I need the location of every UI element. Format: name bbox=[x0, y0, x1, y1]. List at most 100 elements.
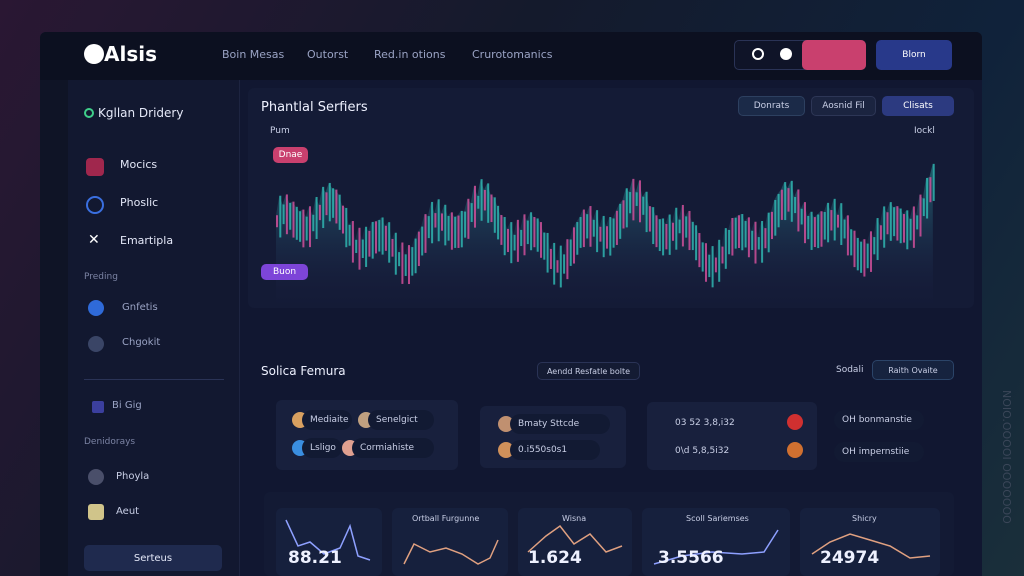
decorative-candle bbox=[398, 252, 401, 267]
decorative-candle bbox=[840, 203, 843, 245]
avatar bbox=[88, 504, 104, 520]
decorative-candle bbox=[447, 216, 450, 241]
decorative-candle bbox=[625, 188, 628, 228]
filter-button[interactable]: Clisats bbox=[882, 96, 954, 116]
nav-icon bbox=[88, 300, 104, 316]
decorative-candle bbox=[777, 193, 780, 228]
metric-card: Wisna 1.624 bbox=[518, 508, 632, 576]
decorative-candle bbox=[467, 198, 470, 239]
select[interactable]: Raith Ovaite bbox=[872, 360, 954, 380]
decorative-candle bbox=[411, 247, 414, 276]
decorative-candle bbox=[361, 239, 364, 258]
avatar bbox=[88, 469, 104, 485]
decorative-candle bbox=[526, 220, 529, 245]
decorative-candle bbox=[335, 189, 338, 224]
decorative-candle bbox=[747, 217, 750, 258]
settings-icon[interactable] bbox=[780, 48, 792, 60]
axis-label: Iockl bbox=[914, 126, 935, 136]
app-window: Alsis Boin Mesas Outorst Red.in otions C… bbox=[40, 32, 982, 576]
decorative-candle bbox=[342, 205, 344, 234]
decorative-candle bbox=[929, 177, 932, 203]
decorative-candle bbox=[322, 186, 325, 229]
decorative-candle bbox=[721, 246, 724, 264]
decorative-candle bbox=[916, 215, 919, 230]
decorative-candle bbox=[516, 219, 519, 262]
nav-item[interactable]: Chgokit bbox=[122, 337, 161, 348]
decorative-candle bbox=[424, 214, 427, 253]
decorative-candle bbox=[922, 198, 925, 217]
nav-item[interactable]: Bi Gig bbox=[112, 400, 142, 411]
decorative-candle bbox=[351, 221, 354, 263]
chip: Mediaite bbox=[302, 410, 352, 430]
decorative-candle bbox=[850, 229, 853, 256]
decorative-candle bbox=[371, 221, 374, 259]
decorative-candle bbox=[774, 199, 777, 236]
decorative-candle bbox=[893, 207, 896, 237]
decorative-candle bbox=[414, 238, 417, 274]
nav-icon bbox=[86, 158, 104, 176]
account-name[interactable]: Kgllan Dridery bbox=[98, 106, 184, 120]
metric-title: Scoll Sariemses bbox=[686, 514, 749, 523]
nav-link[interactable]: Outorst bbox=[307, 48, 349, 61]
nav-item[interactable]: Phoyla bbox=[116, 471, 150, 482]
decorative-candle bbox=[691, 221, 694, 251]
decorative-candle bbox=[602, 215, 605, 258]
decorative-candle bbox=[497, 205, 500, 240]
filter-button[interactable]: Aosnid Fil bbox=[811, 96, 876, 116]
decorative-candle bbox=[813, 217, 816, 248]
decorative-candle bbox=[563, 254, 566, 274]
decorative-candle bbox=[919, 194, 922, 237]
nav-item[interactable]: Phoslic bbox=[120, 196, 159, 209]
status-icon bbox=[84, 108, 94, 118]
nav-item[interactable]: Gnfetis bbox=[122, 302, 158, 313]
search-icon[interactable] bbox=[752, 48, 764, 60]
decorative-candle bbox=[417, 231, 420, 267]
nav-link[interactable]: Crurotomanics bbox=[472, 48, 553, 61]
decorative-candle bbox=[483, 190, 486, 211]
decorative-candle bbox=[368, 230, 371, 257]
decorative-candle bbox=[856, 237, 859, 271]
decorative-candle bbox=[794, 197, 797, 214]
decorative-candle bbox=[388, 222, 391, 263]
decorative-candle bbox=[926, 178, 929, 219]
nav-item[interactable]: Mocics bbox=[120, 158, 158, 171]
decorative-candle bbox=[698, 233, 701, 268]
decorative-candle bbox=[421, 226, 424, 256]
filter-button[interactable]: Aendd Resfatle bolte bbox=[537, 362, 640, 380]
decorative-candle bbox=[668, 214, 671, 255]
badge: Dnae bbox=[273, 147, 308, 163]
sparkline bbox=[653, 529, 779, 565]
decorative-candle bbox=[711, 246, 714, 288]
decorative-candle bbox=[431, 201, 434, 244]
decorative-candle bbox=[754, 221, 757, 264]
decorative-candle bbox=[780, 189, 783, 220]
chip: Cormiahiste bbox=[352, 438, 434, 458]
nav-item[interactable]: Emartipla bbox=[120, 234, 174, 247]
decorative-candle bbox=[906, 210, 909, 250]
nav-link[interactable]: Red.in otions bbox=[374, 48, 446, 61]
alert-button[interactable] bbox=[802, 40, 866, 70]
metric-title: Shicry bbox=[852, 514, 877, 523]
decorative-candle bbox=[305, 216, 308, 241]
nav-icon bbox=[86, 196, 104, 214]
nav-item[interactable]: Aeut bbox=[116, 506, 140, 517]
filter-button[interactable]: Donrats bbox=[738, 96, 805, 116]
decorative-candle bbox=[804, 202, 806, 244]
metric-card: Ortball Furgunne bbox=[392, 508, 508, 576]
decorative-candle bbox=[365, 226, 368, 267]
decorative-candle bbox=[662, 218, 665, 256]
decorative-candle bbox=[912, 206, 915, 248]
action-button[interactable]: Blorn bbox=[876, 40, 952, 70]
decorative-candle bbox=[853, 230, 856, 268]
decorative-candle bbox=[823, 212, 826, 240]
metric-card: Shicry 24974 bbox=[800, 508, 940, 576]
decorative-candle bbox=[480, 179, 483, 221]
decorative-candle bbox=[903, 214, 905, 243]
decorative-candle bbox=[513, 234, 516, 251]
decorative-candle bbox=[629, 192, 632, 214]
sidebar-button[interactable]: Serteus bbox=[84, 545, 222, 571]
card: Mediaite Senelgict Lsligo Cormiahiste bbox=[276, 400, 458, 470]
nav-link[interactable]: Boin Mesas bbox=[222, 48, 285, 61]
decorative-candle bbox=[540, 222, 542, 258]
decorative-candle bbox=[932, 163, 935, 201]
